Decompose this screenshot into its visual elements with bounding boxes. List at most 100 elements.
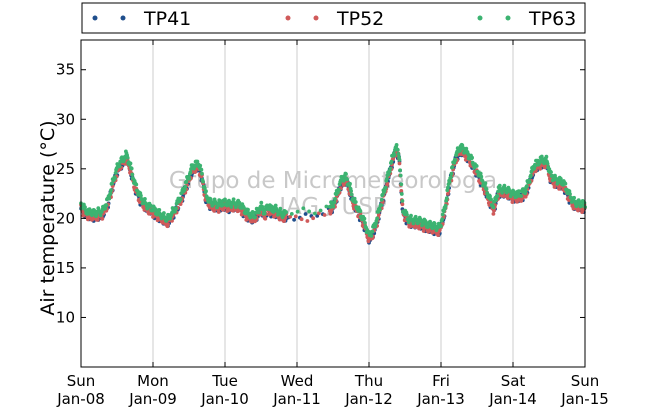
data-point-TP52	[231, 208, 236, 213]
data-point-TP63	[267, 207, 272, 212]
y-tick-label: 35	[56, 61, 75, 79]
data-point-TP63	[491, 205, 496, 210]
x-tick-label-date: Jan-14	[488, 390, 537, 408]
data-point-TP63	[519, 194, 523, 198]
data-point-TP63	[439, 224, 443, 229]
data-point-TP63	[187, 176, 192, 181]
data-point-TP63	[460, 143, 465, 148]
data-point-TP63	[262, 211, 267, 216]
data-point-TP63	[494, 197, 499, 202]
data-point-TP63	[369, 234, 374, 238]
data-point-TP63	[134, 182, 139, 187]
y-tick-label: 20	[56, 209, 75, 227]
data-point-TP63	[307, 209, 311, 214]
data-point-TP63	[129, 166, 134, 171]
data-point-TP63	[397, 157, 402, 162]
data-point-TP63	[284, 210, 288, 215]
data-point-TP63	[130, 172, 135, 177]
y-tick-label: 25	[56, 160, 75, 178]
data-point-TP63	[389, 159, 394, 164]
data-point-TP63	[113, 176, 117, 181]
data-point-TP63	[87, 207, 92, 212]
data-point-TP63	[113, 171, 118, 175]
data-point-TP41	[303, 212, 308, 216]
data-point-TP63	[549, 170, 553, 175]
data-point-TP63	[388, 166, 393, 171]
data-point-TP63	[162, 211, 166, 215]
data-point-TP63	[580, 203, 584, 208]
data-point-TP63	[453, 158, 458, 163]
data-point-TP63	[204, 189, 208, 194]
data-point-TP63	[83, 205, 87, 210]
data-point-TP63	[529, 173, 533, 178]
data-point-TP63	[157, 208, 162, 212]
x-tick-label-date: Jan-12	[344, 390, 393, 408]
data-point-TP63	[103, 206, 108, 211]
data-point-TP63	[337, 188, 341, 193]
data-point-TP63	[202, 186, 207, 191]
data-point-TP63	[428, 219, 432, 224]
data-point-TP63	[458, 148, 462, 153]
data-point-TP52	[100, 217, 105, 221]
data-point-TP63	[148, 203, 153, 208]
data-point-TP63	[125, 155, 130, 160]
data-point-TP63	[386, 172, 391, 177]
data-point-TP63	[328, 205, 333, 209]
data-point-TP52	[288, 214, 292, 219]
data-point-TP63	[375, 216, 379, 221]
data-point-TP63	[198, 163, 203, 168]
data-point-TP52	[538, 167, 542, 171]
data-point-TP63	[497, 183, 502, 188]
data-point-TP63	[276, 212, 280, 217]
data-point-TP52	[317, 211, 321, 216]
data-point-TP63	[331, 204, 336, 209]
data-point-TP63	[201, 179, 206, 184]
data-point-TP63	[572, 195, 576, 200]
data-point-TP52	[305, 219, 310, 223]
data-point-TP63	[383, 185, 388, 190]
data-point-TP52	[385, 181, 390, 186]
data-point-TP52	[501, 194, 506, 199]
data-point-TP63	[363, 221, 367, 225]
data-point-TP52	[400, 202, 405, 207]
y-axis-label: Air temperature (°C)	[37, 120, 59, 315]
data-point-TP63	[289, 212, 294, 216]
data-point-TP63	[479, 174, 484, 179]
data-point-TP63	[318, 208, 323, 213]
data-points	[79, 142, 587, 245]
data-point-TP63	[399, 192, 404, 196]
x-tick-label-date: Jan-09	[128, 390, 177, 408]
data-point-TP63	[488, 194, 492, 199]
data-point-TP52	[571, 206, 576, 211]
legend-marker-TP63	[505, 15, 511, 21]
data-point-TP63	[516, 189, 521, 194]
data-point-TP63	[295, 209, 300, 214]
data-point-TP63	[193, 164, 197, 169]
data-point-TP52	[95, 218, 100, 222]
data-point-TP63	[237, 200, 242, 205]
data-point-TP63	[400, 199, 405, 203]
data-point-TP63	[98, 213, 103, 218]
y-axis: 10 15 20 25 30 35	[56, 61, 585, 326]
data-point-TP63	[446, 185, 450, 190]
plot-frame	[80, 39, 586, 368]
data-point-TP63	[413, 214, 418, 219]
data-point-TP63	[387, 169, 392, 174]
data-point-TP52	[263, 216, 268, 221]
legend-marker-TP52	[313, 15, 319, 21]
data-point-TP63	[332, 200, 337, 205]
data-point-TP63	[398, 168, 402, 173]
data-point-TP63	[461, 146, 466, 151]
data-point-TP63	[313, 211, 317, 216]
data-point-TP63	[208, 197, 213, 202]
data-point-TP63	[495, 194, 500, 199]
data-point-TP63	[432, 221, 437, 226]
data-point-TP52	[216, 210, 221, 214]
legend-marker-TP41	[92, 15, 98, 21]
data-point-TP63	[85, 212, 90, 216]
data-point-TP63	[523, 189, 528, 193]
data-point-TP63	[373, 224, 378, 229]
x-tick-label-day: Tue	[211, 372, 238, 390]
data-point-TP63	[248, 215, 253, 220]
data-point-TP52	[311, 216, 315, 221]
